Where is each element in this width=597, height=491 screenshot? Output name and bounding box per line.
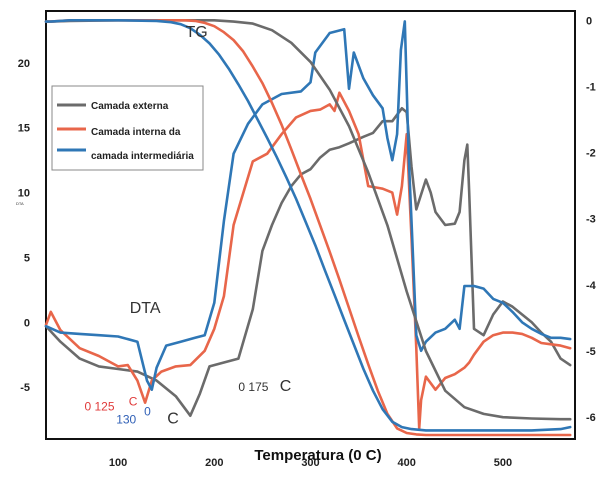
annotation-0-175: 0 175 xyxy=(238,380,268,394)
annotation-c: C xyxy=(280,378,292,395)
y-tick-label: 10 xyxy=(18,188,30,200)
y2-tick-label: -6 xyxy=(586,412,596,424)
x-axis-ticks: 100 200 300 400 500 xyxy=(109,457,512,469)
y2-tick-label: -3 xyxy=(586,214,596,226)
y-tick-label: -5 xyxy=(20,382,30,394)
y-axis-label: DTA xyxy=(16,201,24,206)
series-layer xyxy=(44,18,572,437)
secondary-y-axis-ticks: 0 -1 -2 -3 -4 -5 -6 xyxy=(586,15,597,424)
annotation-0: 0 xyxy=(144,405,151,419)
y2-tick-label: 0 xyxy=(586,15,592,27)
x-tick-label: 400 xyxy=(398,457,416,469)
legend: Camada externa Camada interna da camada … xyxy=(51,85,204,171)
x-tick-label: 500 xyxy=(494,457,512,469)
annotation-0-125: 0 125 xyxy=(85,400,115,414)
y-tick-label: 20 xyxy=(18,58,30,70)
x-tick-label: 100 xyxy=(109,457,127,469)
x-tick-label: 200 xyxy=(205,457,223,469)
series-line-tg-camada-interna-da-camada-intermediaria-4 xyxy=(44,18,572,437)
x-tick-label: 300 xyxy=(301,457,319,469)
annotation-c: C xyxy=(167,410,179,427)
y-tick-label: 0 xyxy=(24,317,30,329)
annotation-tg: TG xyxy=(186,24,208,41)
annotation-dta: DTA xyxy=(130,300,161,317)
y2-tick-label: -1 xyxy=(586,81,596,93)
y2-tick-label: -5 xyxy=(586,346,596,358)
legend-label-camada-intermediaria: camada intermediária xyxy=(91,151,194,162)
series-line-dta-camada-externa-0 xyxy=(44,107,572,418)
x-axis-label: Temperatura (0 C) xyxy=(254,447,381,464)
legend-label-camada-externa: Camada externa xyxy=(91,101,169,112)
series-line-dta-camada-interna-da-camada-intermediaria-2 xyxy=(44,20,572,392)
y2-tick-label: -4 xyxy=(586,280,597,292)
legend-box xyxy=(51,85,204,171)
legend-label-camada-interna: Camada interna da xyxy=(91,127,181,138)
y-axis-ticks: -5 0 5 10 15 20 xyxy=(18,58,30,394)
y2-tick-label: -2 xyxy=(586,148,596,160)
y-tick-label: 5 xyxy=(24,252,30,264)
y-tick-label: 15 xyxy=(18,123,30,135)
series-line-tg-camada-interna-da-camada-intermediaria-5 xyxy=(44,18,572,432)
series-line-dta-camada-interna-da-camada-intermediaria-1 xyxy=(44,91,572,430)
annotation-c: C xyxy=(129,394,138,408)
annotation-130: 130 xyxy=(116,412,136,426)
